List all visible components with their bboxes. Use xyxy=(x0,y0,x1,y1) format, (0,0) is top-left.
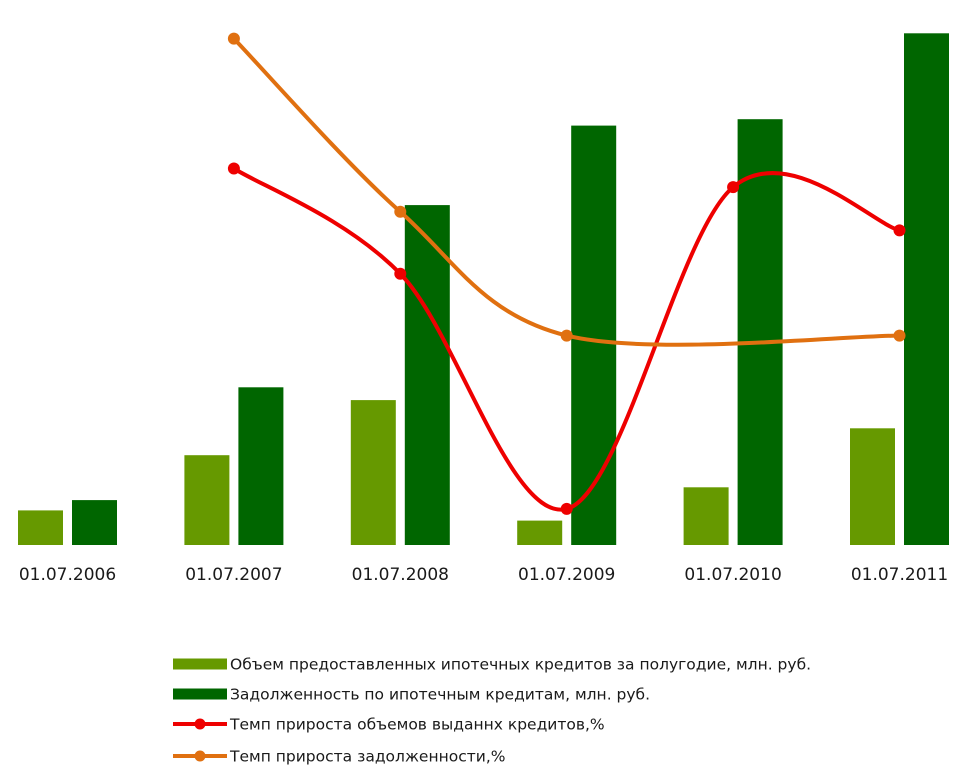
bar-s2-01.07.2006 xyxy=(72,500,117,545)
x-tick-label: 01.07.2007 xyxy=(185,565,282,585)
bar-s2-01.07.2011 xyxy=(904,33,949,546)
x-axis-tick-labels: 01.07.2006 01.07.2007 01.07.2008 01.07.2009… xyxy=(19,565,948,585)
lines-layer xyxy=(227,32,906,515)
point-s2-01.07.2011 xyxy=(893,329,906,342)
legend-label: Задолженность по ипотечным кредитам, млн… xyxy=(230,686,650,704)
legend-label: Темп прироста объемов выданнх кредитов,% xyxy=(229,716,605,734)
bar-s1-01.07.2008 xyxy=(350,400,396,545)
point-s1-01.07.2009 xyxy=(560,502,573,515)
x-tick-label: 01.07.2011 xyxy=(851,565,948,585)
bar-s2-01.07.2008 xyxy=(404,205,450,545)
legend: Объем предоставленных ипотечных кредитов… xyxy=(173,656,811,766)
x-tick-label: 01.07.2006 xyxy=(19,565,116,585)
bar-s1-01.07.2007 xyxy=(184,455,230,545)
legend-key-bar-2 xyxy=(173,688,227,700)
point-s2-01.07.2007 xyxy=(227,32,240,45)
x-tick-label: 01.07.2009 xyxy=(518,565,615,585)
point-s1-01.07.2010 xyxy=(727,181,740,194)
bar-s1-01.07.2010 xyxy=(683,487,729,545)
legend-key-marker-4 xyxy=(194,750,206,762)
bar-s1-01.07.2006 xyxy=(18,510,63,545)
point-s1-01.07.2011 xyxy=(893,224,906,237)
point-s1-01.07.2008 xyxy=(394,267,407,280)
bar-s2-01.07.2007 xyxy=(238,387,284,545)
legend-label: Темп прироста задолженности,% xyxy=(229,748,505,766)
legend-label: Объем предоставленных ипотечных кредитов… xyxy=(230,656,811,674)
legend-key-bar-1 xyxy=(173,658,227,670)
x-tick-label: 01.07.2010 xyxy=(684,565,781,585)
line-series-2 xyxy=(231,36,902,347)
bar-s1-01.07.2011 xyxy=(850,428,895,545)
bars-layer xyxy=(18,33,949,546)
legend-key-marker-3 xyxy=(194,718,206,730)
bar-s1-01.07.2009 xyxy=(517,520,563,545)
point-s1-01.07.2007 xyxy=(227,162,240,175)
bar-s2-01.07.2010 xyxy=(737,119,783,545)
bar-s2-01.07.2009 xyxy=(571,125,617,545)
point-s2-01.07.2008 xyxy=(394,205,407,218)
x-tick-label: 01.07.2008 xyxy=(352,565,449,585)
point-s2-01.07.2009 xyxy=(560,329,573,342)
